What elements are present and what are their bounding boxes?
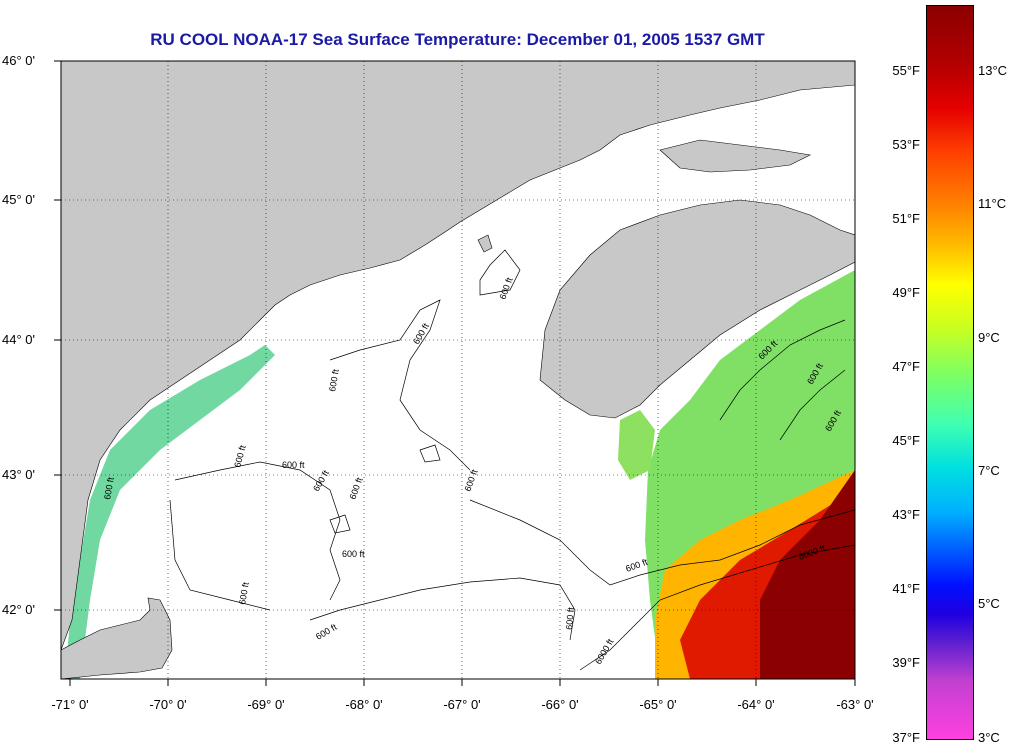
contour-600-b: [169, 499, 271, 611]
map-frame: [60, 60, 856, 680]
land-new-england: [61, 61, 855, 651]
colorbar-f-55: 55°F: [892, 63, 920, 78]
lat-label-43: 43° 0': [2, 467, 35, 482]
contour-600-g: [719, 319, 846, 421]
colorbar-f-43: 43°F: [892, 507, 920, 522]
lon-label-67: -67° 0': [443, 697, 481, 712]
colorbar-f-47: 47°F: [892, 359, 920, 374]
lat-label-46: 46° 0': [2, 53, 35, 68]
colorbar-c-5: 5°C: [978, 596, 1000, 611]
colorbar-c-7: 7°C: [978, 463, 1000, 478]
lon-label-64: -64° 0': [737, 697, 775, 712]
lat-label-45: 45° 0': [2, 192, 35, 207]
contour-600-a: [174, 461, 341, 601]
contour-label-11: 600 ft: [237, 581, 251, 605]
contour-label-8: 600 ft: [102, 476, 116, 500]
lat-label-44: 44° 0': [2, 332, 35, 347]
contour-island-2: [329, 514, 351, 534]
lon-label-71: -71° 0': [51, 697, 89, 712]
contour-label-10: 600 ft: [342, 549, 365, 559]
contour-600-e: [309, 577, 576, 641]
colorbar-c-9: 9°C: [978, 330, 1000, 345]
land-grand-manan: [477, 234, 493, 253]
sst-coastal-strip: [65, 345, 275, 679]
map-title: RU COOL NOAA-17 Sea Surface Temperature:…: [150, 30, 765, 49]
lon-label-66: -66° 0': [541, 697, 579, 712]
sst-darkred-area: [760, 470, 855, 679]
contour-600-c: [329, 299, 471, 471]
lon-label-65: -65° 0': [639, 697, 677, 712]
lat-label-42: 42° 0': [2, 602, 35, 617]
lon-label-63: -63° 0': [836, 697, 874, 712]
colorbar-f-51: 51°F: [892, 211, 920, 226]
colorbar-f-49: 49°F: [892, 285, 920, 300]
contour-6000: [579, 544, 855, 671]
contour-island-1: [419, 444, 441, 463]
land-nova-scotia: [539, 199, 855, 419]
land-upper-maritimes: [659, 139, 811, 173]
colorbar-f-37: 37°F: [892, 730, 920, 745]
colorbar-c-13: 13°C: [978, 63, 1008, 78]
contour-label-13: 600 ft: [564, 606, 576, 630]
lon-label-69: -69° 0': [247, 697, 285, 712]
colorbar-c-3: 3°C: [978, 730, 1000, 745]
temperature-colorbar: [926, 5, 974, 740]
colorbar-f-45: 45°F: [892, 433, 920, 448]
contour-600-f: [469, 499, 855, 586]
contour-600-d: [479, 249, 521, 296]
sst-patch-nova-scotia: [618, 410, 655, 480]
lon-label-68: -68° 0': [345, 697, 383, 712]
colorbar-c-11: 11°C: [978, 196, 1007, 211]
lon-label-70: -70° 0': [149, 697, 187, 712]
graticule: [61, 61, 855, 679]
axis-ticks: [54, 60, 856, 686]
contour-600-h: [779, 369, 846, 441]
colorbar-f-39: 39°F: [892, 655, 920, 670]
contour-label-5: 600 ft: [282, 460, 305, 470]
land-cape-cod: [61, 597, 173, 679]
contour-label-3: 600 ft: [327, 368, 341, 392]
colorbar-f-41: 41°F: [892, 581, 920, 596]
colorbar-f-53: 53°F: [892, 137, 920, 152]
